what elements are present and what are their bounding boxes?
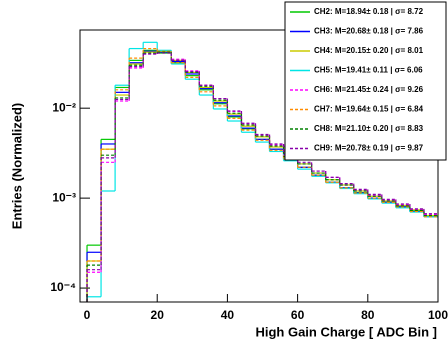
- x-tick-label: 20: [151, 308, 165, 322]
- frame: [79, 29, 439, 303]
- y-tick-label: 10⁻⁴: [50, 280, 76, 294]
- legend-label: CH8: M=21.10± 0.20 | σ= 8.83: [314, 124, 424, 133]
- legend-label: CH9: M=20.78± 0.19 | σ= 9.87: [314, 144, 424, 153]
- x-tick-label: 0: [84, 308, 91, 322]
- legend-label: CH5: M=19.41± 0.11 | σ= 6.06: [314, 66, 423, 75]
- x-tick-label: 80: [361, 308, 375, 322]
- legend-label: CH4: M=20.15± 0.20 | σ= 8.01: [314, 46, 424, 55]
- legend-label: CH6: M=21.45± 0.24 | σ= 9.26: [314, 85, 424, 94]
- legend-box: [284, 1, 447, 161]
- legend-label: CH2: M=18.94± 0.18 | σ= 8.72: [314, 7, 424, 16]
- legend-label: CH3: M=20.68± 0.18 | σ= 7.86: [314, 27, 424, 36]
- legend-label: CH7: M=19.64± 0.15 | σ= 6.84: [314, 105, 424, 114]
- x-tick-label: 100: [428, 308, 448, 322]
- plot-area: [86, 41, 438, 302]
- step-riser: [86, 53, 425, 302]
- legend: CH2: M=18.94± 0.18 | σ= 8.72 CH3: M=20.68…: [290, 7, 424, 153]
- y-axis-label: Entries (Normalized): [9, 103, 24, 229]
- y-tick-label: 10⁻²: [52, 100, 76, 114]
- x-tick-label: 60: [291, 308, 305, 322]
- y-tick-label: 10⁻³: [52, 190, 76, 204]
- x-axis-label: High Gain Charge [ ADC Bin ]: [255, 324, 437, 339]
- x-tick-label: 40: [221, 308, 235, 322]
